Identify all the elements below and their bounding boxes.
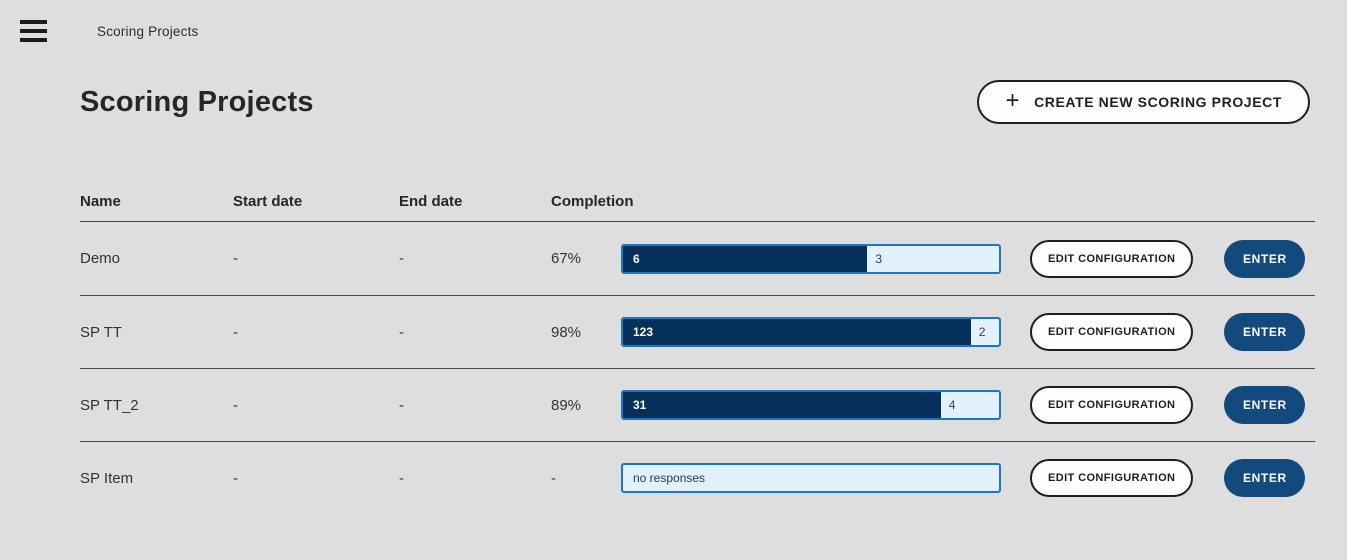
scored-count-segment: 6	[623, 245, 868, 272]
no-responses-label: no responses	[633, 471, 706, 485]
end-date: -	[399, 396, 404, 414]
remaining-count-segment: 4	[948, 398, 956, 412]
table-row: SP Item - - - no responses EDIT CONFIGUR…	[80, 441, 1315, 514]
row-actions: EDIT CONFIGURATION ENTER	[1001, 459, 1315, 497]
page-header: Scoring Projects + CREATE NEW SCORING PR…	[0, 42, 1347, 124]
completion-progress-bar: 123 2	[621, 317, 1001, 347]
edit-configuration-button[interactable]: EDIT CONFIGURATION	[1030, 386, 1194, 424]
edit-configuration-button[interactable]: EDIT CONFIGURATION	[1030, 313, 1194, 351]
start-date: -	[233, 469, 238, 487]
enter-button[interactable]: ENTER	[1224, 386, 1306, 424]
project-name: SP Item	[80, 469, 134, 487]
edit-configuration-button[interactable]: EDIT CONFIGURATION	[1030, 239, 1194, 278]
table-header-row: Name Start date End date Completion	[80, 182, 1315, 222]
projects-table: Name Start date End date Completion Demo…	[80, 182, 1315, 514]
create-button-label: CREATE NEW SCORING PROJECT	[1034, 94, 1282, 110]
column-header-start-date: Start date	[233, 193, 303, 210]
end-date: -	[399, 250, 404, 267]
start-date: -	[233, 396, 238, 414]
plus-icon: +	[1005, 87, 1021, 114]
edit-configuration-button[interactable]: EDIT CONFIGURATION	[1030, 459, 1194, 497]
scored-count-segment: 31	[623, 392, 941, 418]
completion-percent: -	[551, 469, 556, 487]
create-new-scoring-project-button[interactable]: + CREATE NEW SCORING PROJECT	[977, 80, 1310, 124]
table-row: SP TT - - 98% 123 2 EDIT CONFIGURATION E…	[80, 295, 1315, 368]
completion-percent: 67%	[551, 250, 582, 267]
row-actions: EDIT CONFIGURATION ENTER	[1001, 239, 1315, 278]
page-title: Scoring Projects	[80, 85, 314, 118]
enter-button[interactable]: ENTER	[1224, 239, 1306, 278]
completion-progress-bar: 31 4	[621, 390, 1001, 420]
enter-button[interactable]: ENTER	[1224, 313, 1306, 351]
hamburger-menu-icon[interactable]	[20, 20, 47, 42]
top-bar: Scoring Projects	[0, 0, 1347, 42]
enter-button[interactable]: ENTER	[1224, 459, 1306, 497]
table-row: SP TT_2 - - 89% 31 4 EDIT CONFIGURATION …	[80, 368, 1315, 441]
completion-progress-bar: no responses	[621, 463, 1001, 493]
remaining-count-segment: 2	[978, 325, 986, 339]
column-header-name: Name	[80, 193, 121, 210]
completion-percent: 89%	[551, 396, 582, 414]
end-date: -	[399, 469, 404, 487]
end-date: -	[399, 323, 404, 341]
row-actions: EDIT CONFIGURATION ENTER	[1001, 313, 1315, 351]
breadcrumb: Scoring Projects	[97, 23, 199, 39]
column-header-end-date: End date	[399, 193, 463, 210]
column-header-completion: Completion	[551, 193, 634, 210]
row-actions: EDIT CONFIGURATION ENTER	[1001, 386, 1315, 424]
remaining-count-segment: 3	[875, 251, 883, 266]
start-date: -	[233, 323, 238, 341]
table-row: Demo - - 67% 6 3 EDIT CONFIGURATION ENTE…	[80, 222, 1315, 295]
project-name: Demo	[80, 250, 121, 267]
completion-progress-bar: 6 3	[621, 243, 1001, 274]
project-name: SP TT	[80, 323, 122, 341]
project-name: SP TT_2	[80, 396, 139, 414]
start-date: -	[233, 250, 238, 267]
scored-count-segment: 123	[623, 319, 971, 345]
completion-percent: 98%	[551, 323, 582, 341]
